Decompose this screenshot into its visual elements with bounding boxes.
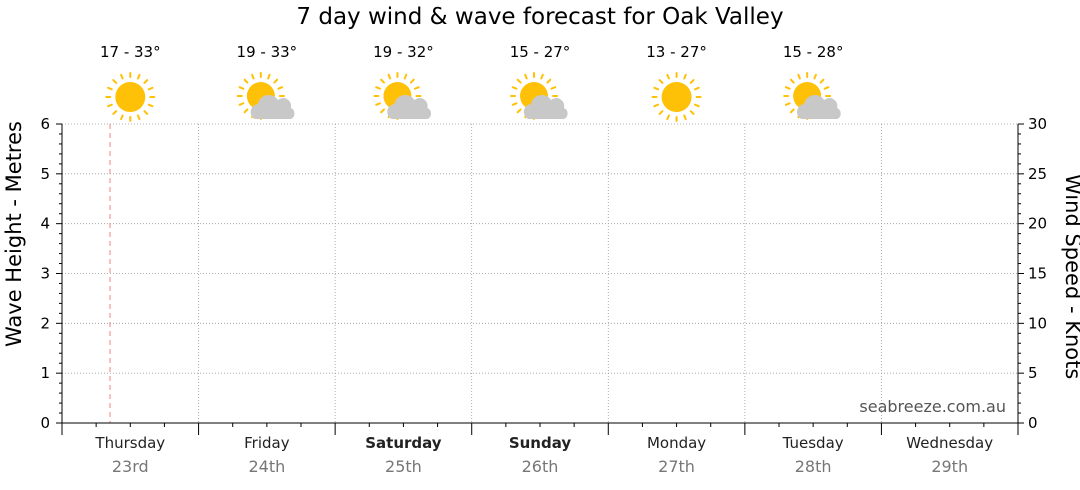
day-name-label: Thursday bbox=[95, 434, 166, 452]
day-date-label: 25th bbox=[385, 457, 422, 476]
temperature-range: 15 - 28° bbox=[782, 43, 844, 61]
day-date-label: 29th bbox=[931, 457, 969, 476]
day-name-label: Saturday bbox=[365, 434, 442, 452]
chart-title: 7 day wind & wave forecast for Oak Valle… bbox=[296, 4, 784, 30]
left-axis-tick-label: 5 bbox=[40, 165, 50, 183]
day-name-label: Friday bbox=[244, 434, 290, 452]
sunny-icon bbox=[105, 72, 156, 122]
day-date-label: 27th bbox=[658, 457, 695, 476]
temperature-range: 13 - 27° bbox=[646, 43, 707, 61]
watermark: seabreeze.com.au bbox=[859, 397, 1006, 416]
day-date-label: 26th bbox=[521, 457, 559, 476]
day-date-label: 23rd bbox=[111, 457, 149, 476]
day-date-label: 28th bbox=[794, 457, 832, 476]
temperature-range: 19 - 33° bbox=[236, 43, 298, 61]
day-name-label: Tuesday bbox=[782, 434, 844, 452]
left-axis-tick-label: 6 bbox=[40, 115, 50, 133]
right-axis-tick-label: 5 bbox=[1028, 364, 1038, 382]
right-axis-tick-label: 25 bbox=[1028, 165, 1047, 183]
left-axis-tick-label: 2 bbox=[40, 314, 50, 332]
right-axis-tick-label: 30 bbox=[1028, 115, 1047, 133]
day-date-label: 24th bbox=[248, 457, 286, 476]
left-axis-tick-label: 4 bbox=[40, 215, 50, 233]
left-axis-tick-label: 1 bbox=[40, 364, 50, 382]
left-axis-title: Wave Height - Metres bbox=[2, 121, 26, 347]
day-name-label: Monday bbox=[646, 434, 707, 452]
partly-cloudy-icon bbox=[373, 72, 432, 120]
partly-cloudy-icon bbox=[783, 72, 841, 120]
right-axis-title: Wind Speed - Knots bbox=[1061, 174, 1080, 380]
right-axis-tick-label: 20 bbox=[1028, 215, 1047, 233]
left-axis-tick-label: 3 bbox=[40, 265, 50, 283]
sunny-icon bbox=[651, 72, 702, 122]
temperature-range: 15 - 27° bbox=[509, 43, 571, 61]
temperature-range: 17 - 33° bbox=[99, 43, 161, 61]
partly-cloudy-icon bbox=[236, 72, 295, 120]
left-axis-tick-label: 0 bbox=[40, 414, 50, 432]
partly-cloudy-icon bbox=[510, 72, 568, 120]
right-axis-tick-label: 10 bbox=[1028, 314, 1047, 332]
day-name-label: Sunday bbox=[508, 434, 572, 452]
day-name-label: Wednesday bbox=[906, 434, 994, 452]
right-axis-tick-label: 0 bbox=[1028, 414, 1038, 432]
right-axis-tick-label: 15 bbox=[1028, 265, 1047, 283]
temperature-range: 19 - 32° bbox=[373, 43, 434, 61]
